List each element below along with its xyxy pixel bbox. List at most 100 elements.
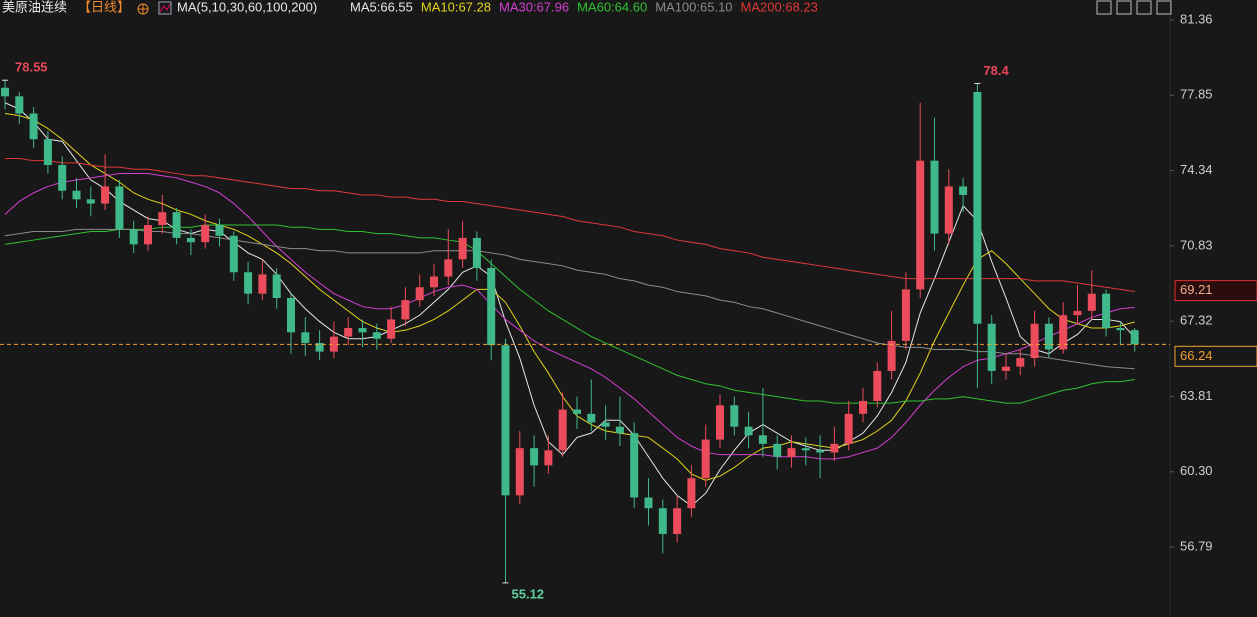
candle-body: [444, 259, 453, 277]
candle-body: [86, 199, 95, 204]
candle-body: [587, 413, 596, 423]
candle-body: [129, 229, 138, 245]
candle-body: [458, 237, 467, 260]
ma-line: [4, 224, 1135, 404]
candle-body: [329, 336, 338, 352]
candle-body: [701, 439, 710, 479]
extreme-label: 55.12: [512, 586, 545, 601]
price-marker-box: [1174, 280, 1257, 302]
y-tick-label: 56.79: [1180, 538, 1213, 553]
candle-body: [773, 443, 782, 457]
chart-title: 美原油连续: [2, 0, 67, 14]
y-tick-label: 60.30: [1180, 463, 1213, 478]
period-label[interactable]: 【日线】: [78, 0, 130, 14]
candle-body: [687, 478, 696, 509]
candle-body: [43, 139, 52, 165]
candle-body: [430, 276, 438, 288]
candle-body: [272, 274, 281, 298]
ma-line: [4, 102, 1136, 507]
candle-body: [15, 96, 24, 114]
candle-body: [101, 186, 110, 204]
candle-body: [287, 297, 295, 333]
y-tick-label: 70.83: [1180, 237, 1213, 252]
legend-entry: MA200:68.23: [741, 0, 818, 14]
candle-body: [1116, 328, 1125, 331]
y-tick-label: 77.85: [1180, 87, 1213, 102]
ma-line: [4, 112, 1135, 481]
candle-body: [615, 426, 624, 434]
candle-body: [844, 413, 853, 444]
candle-body: [501, 345, 510, 496]
settings-icon[interactable]: [137, 3, 149, 15]
candle-body: [58, 164, 67, 191]
candle-body: [630, 433, 639, 498]
candle-body: [1102, 293, 1111, 329]
y-tick-label: 67.32: [1180, 313, 1213, 328]
toolbar-icons[interactable]: [1096, 0, 1172, 15]
ma-line: [4, 228, 1135, 370]
candle-body: [558, 409, 567, 451]
candle-body: [158, 212, 167, 226]
candle-body: [372, 332, 381, 339]
ma-line: [4, 173, 1135, 460]
candle-body: [201, 225, 210, 243]
candle-body: [887, 340, 896, 371]
candle-body: [601, 422, 610, 427]
candle-body: [816, 450, 825, 453]
price-marker-label: 69.21: [1180, 282, 1213, 297]
price-marker-label: 66.24: [1180, 348, 1213, 363]
candle-body: [258, 274, 267, 294]
candle-body: [730, 405, 739, 427]
candle-body: [801, 448, 810, 451]
candle-body: [959, 186, 968, 196]
price-marker-box: [1174, 345, 1257, 367]
candle-body: [673, 508, 682, 534]
candle-body: [401, 300, 410, 320]
candle-body: [186, 237, 195, 243]
candle-body: [544, 450, 553, 466]
candle-body: [787, 448, 796, 457]
candle-body: [1044, 323, 1053, 350]
ma-icon[interactable]: [158, 1, 172, 15]
candle-body: [873, 370, 882, 401]
candle-body: [229, 235, 238, 273]
candle-body: [344, 328, 353, 337]
candle-body: [172, 212, 181, 238]
candle-body: [644, 497, 653, 509]
ma-line: [5, 158, 1135, 293]
candle-body: [387, 319, 396, 339]
candle-body: [1030, 323, 1039, 359]
candle-body: [215, 225, 224, 236]
y-tick-label: 63.81: [1180, 388, 1213, 403]
candle-body: [415, 287, 424, 301]
y-tick-label: 81.36: [1180, 11, 1213, 26]
candle-body: [987, 323, 996, 371]
candle-body: [758, 435, 767, 444]
candle-body: [301, 332, 310, 344]
candle-body: [658, 508, 667, 534]
candle-body: [916, 160, 925, 290]
legend-entry: MA60:64.60: [577, 0, 647, 14]
candle-body: [859, 400, 867, 414]
candle-body: [72, 190, 81, 200]
legend-entry: MA5:66.55: [350, 0, 413, 14]
candle-body: [830, 443, 839, 453]
candle-body: [515, 448, 524, 496]
candle-body: [29, 113, 38, 140]
candle-body: [930, 160, 939, 234]
candle-body: [115, 186, 124, 230]
candle-body: [1073, 310, 1082, 316]
candle-body: [530, 448, 539, 466]
candle-body: [573, 409, 581, 414]
candle-body: [472, 237, 481, 268]
legend-entry: MA100:65.10: [655, 0, 732, 14]
candle-body: [1016, 358, 1025, 367]
extreme-label: 78.55: [15, 60, 48, 75]
legend-entry: MA30:67.96: [499, 0, 569, 14]
candle-body: [1002, 366, 1010, 371]
extreme-label: 78.4: [983, 63, 1009, 78]
candle-body: [487, 267, 496, 346]
candle-body: [973, 92, 982, 324]
